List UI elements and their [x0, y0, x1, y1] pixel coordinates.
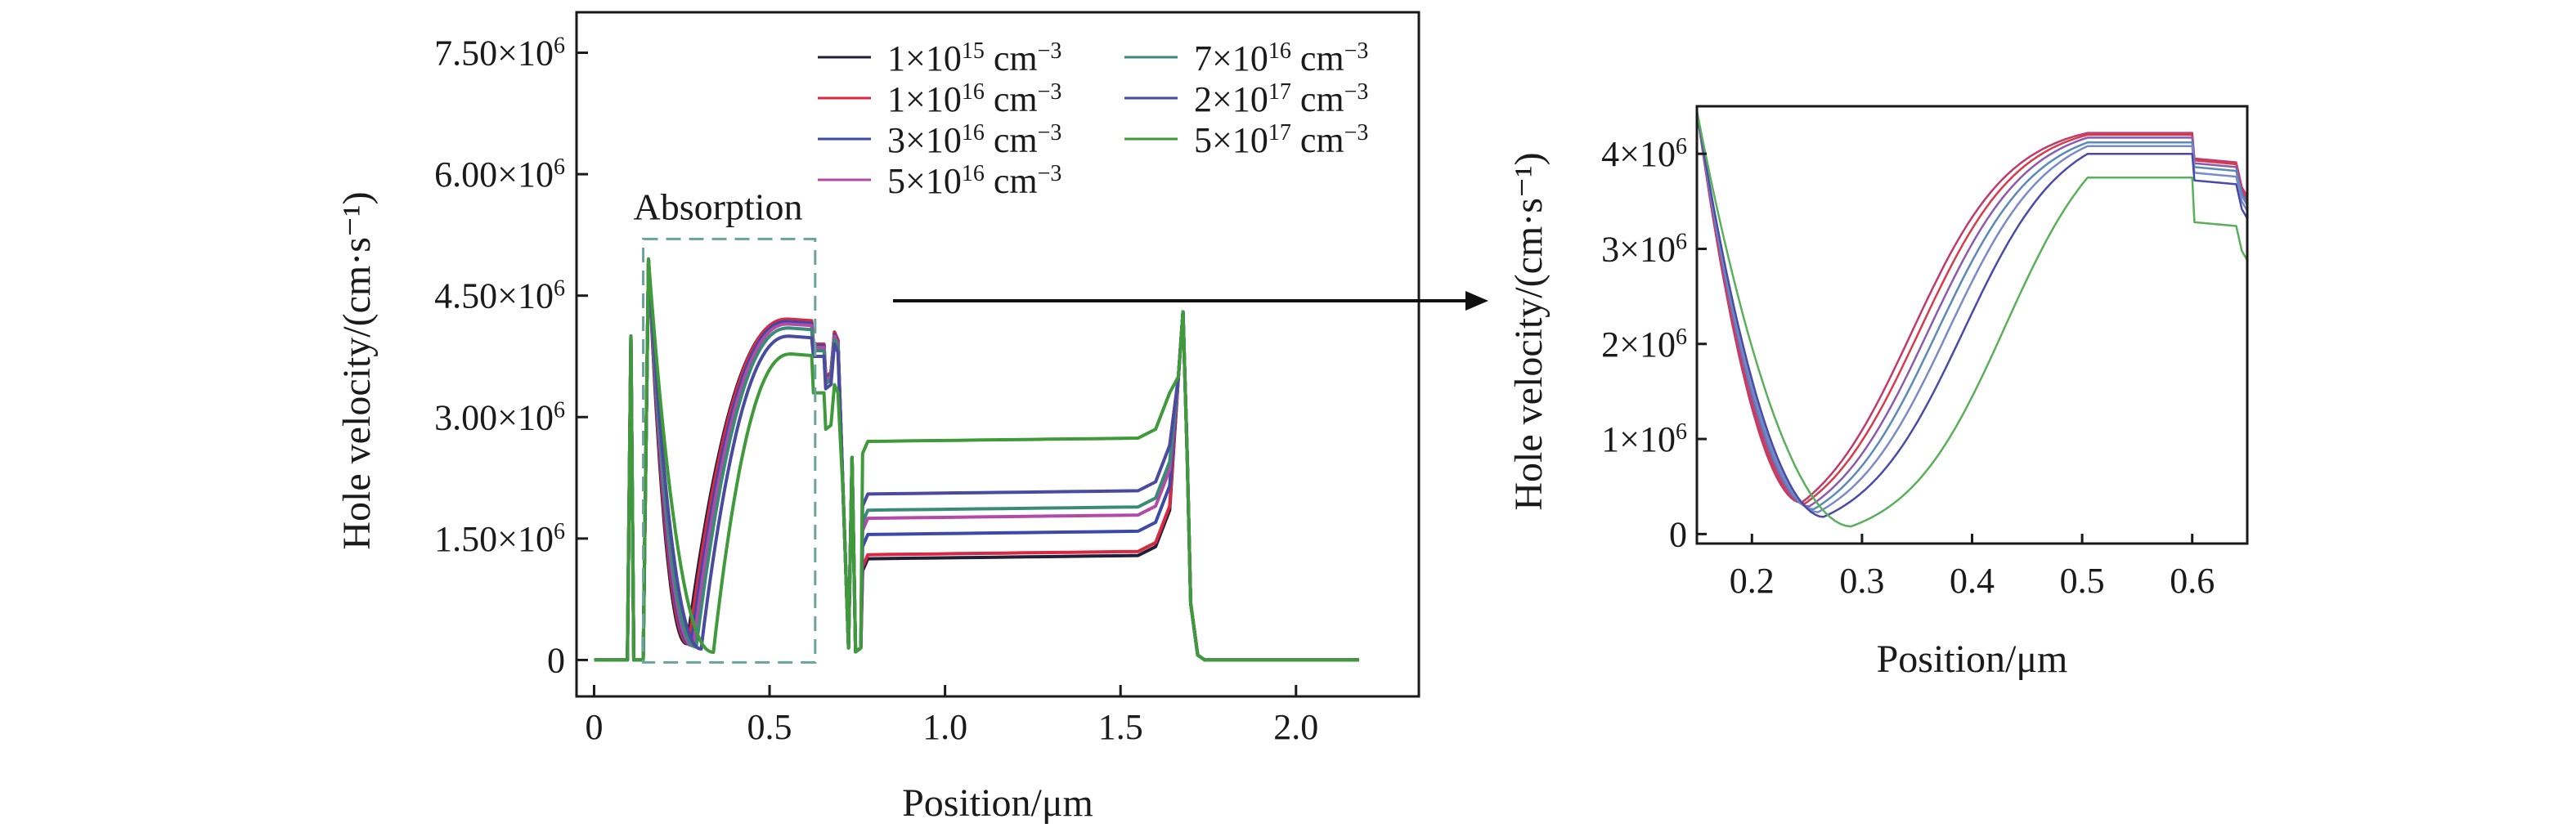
legend-item: 3×1016 cm−3 [818, 120, 1061, 161]
series-line [1695, 110, 2249, 528]
legend-label: 5×1016 cm−3 [887, 161, 1061, 202]
legend-item: 1×1015 cm−3 [818, 38, 1061, 79]
x-tick-label: 1.5 [1098, 707, 1143, 747]
main-chart-frame [575, 11, 1420, 698]
y-tick-label: 3×106 [1601, 229, 1687, 270]
legend-label: 5×1017 cm−3 [1194, 120, 1368, 161]
legend-label: 2×1017 cm−3 [1194, 79, 1368, 120]
main-chart-x-axis-title: Position/μm [902, 781, 1093, 825]
main-chart-series [594, 257, 1359, 662]
y-tick-label: 6.00×106 [434, 154, 565, 195]
y-tick-label: 7.50×106 [434, 33, 565, 74]
y-tick-label: 3.00×106 [434, 397, 565, 438]
x-tick-label: 0.5 [2060, 561, 2105, 601]
legend-label: 3×1016 cm−3 [887, 120, 1061, 161]
legend-item: 5×1016 cm−3 [818, 161, 1061, 202]
legend-item: 1×1016 cm−3 [818, 79, 1061, 120]
zoom-chart-y-axis-title: Hole velocity/(cm·s⁻¹) [1507, 152, 1551, 510]
main-chart: Absorption 0 0.5 1.0 1.5 2.0 0 1.50×106 3.00×1… [335, 11, 1420, 825]
y-tick-label: 0 [1669, 514, 1687, 554]
x-tick-label: 1.0 [922, 707, 967, 747]
main-chart-x-ticks: 0 0.5 1.0 1.5 2.0 [585, 685, 1318, 747]
zoom-chart-x-axis-title: Position/μm [1877, 638, 2068, 681]
absorption-label: Absorption [634, 186, 803, 227]
y-tick-label: 4.50×106 [434, 275, 565, 316]
series-line [1695, 110, 2249, 508]
x-tick-label: 0.5 [747, 707, 792, 747]
y-tick-label: 2×106 [1601, 324, 1687, 365]
legend: 1×1015 cm−31×1016 cm−33×1016 cm−35×1016 … [818, 38, 1368, 202]
series-line [1695, 110, 2249, 518]
x-tick-label: 0.2 [1730, 561, 1775, 601]
series-line [594, 257, 1359, 662]
x-tick-label: 2.0 [1273, 707, 1318, 747]
series-line [594, 257, 1359, 662]
series-line [1695, 110, 2249, 513]
zoom-chart-series [1695, 110, 2249, 528]
series-line [1695, 110, 2249, 504]
series-line [594, 257, 1359, 662]
legend-item: 2×1017 cm−3 [1124, 79, 1368, 120]
y-tick-label: 4×106 [1601, 134, 1687, 175]
legend-item: 7×1016 cm−3 [1124, 38, 1368, 79]
x-tick-label: 0 [585, 707, 603, 747]
x-tick-label: 0.4 [1950, 561, 1995, 601]
y-tick-label: 1.50×106 [434, 518, 565, 559]
legend-label: 7×1016 cm−3 [1194, 38, 1368, 79]
series-line [1695, 110, 2249, 505]
legend-label: 1×1015 cm−3 [887, 38, 1061, 79]
zoom-chart-x-ticks: 0.2 0.3 0.4 0.5 0.6 [1730, 534, 2215, 601]
y-tick-label: 1×106 [1601, 419, 1687, 460]
main-chart-y-ticks: 0 1.50×106 3.00×106 4.50×106 6.00×106 7.50×10… [434, 33, 588, 680]
zoom-arrow [893, 291, 1488, 311]
y-tick-label: 0 [547, 640, 565, 680]
zoom-chart: 0.2 0.3 0.4 0.5 0.6 0 1×106 2×106 3×106 4×106 Po… [1507, 105, 2249, 681]
zoom-chart-y-ticks: 0 1×106 2×106 3×106 4×106 [1601, 134, 1707, 554]
x-tick-label: 0.3 [1839, 561, 1884, 601]
legend-item: 5×1017 cm−3 [1124, 120, 1368, 161]
x-tick-label: 0.6 [2170, 561, 2215, 601]
main-chart-y-axis-title: Hole velocity/(cm·s⁻¹) [335, 191, 379, 549]
series-line [1695, 110, 2249, 511]
legend-label: 1×1016 cm−3 [887, 79, 1061, 120]
